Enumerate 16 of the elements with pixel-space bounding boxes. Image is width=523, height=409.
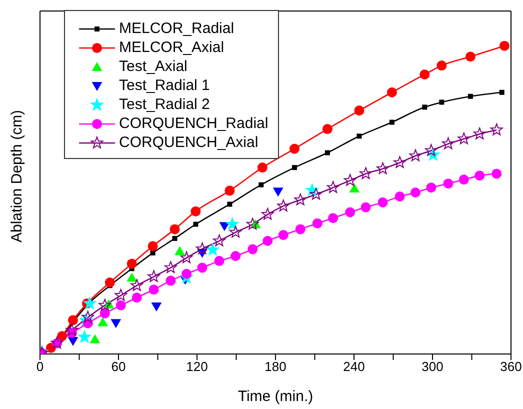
x-tick-label: 240 xyxy=(343,359,365,374)
legend-label: MELCOR_Radial xyxy=(119,20,234,37)
x-tick-label: 180 xyxy=(264,359,286,374)
legend-label: Test_Radial 2 xyxy=(119,96,210,113)
x-axis-title: Time (min.) xyxy=(238,388,314,405)
legend-label: CORQUENCH_Axial xyxy=(119,134,258,151)
x-tick-label: 0 xyxy=(36,359,44,374)
y-axis-title: Ablation Depth (cm) xyxy=(8,110,26,242)
x-tick-label: 300 xyxy=(422,359,444,374)
legend-label: Test_Axial xyxy=(119,58,188,75)
legend-label: CORQUENCH_Radial xyxy=(119,115,268,132)
legend-label: MELCOR_Axial xyxy=(119,39,224,56)
x-tick-label: 360 xyxy=(500,359,522,374)
x-tick-label: 60 xyxy=(111,359,126,374)
legend-label: Test_Radial 1 xyxy=(119,77,210,94)
x-tick-label: 120 xyxy=(186,359,208,374)
